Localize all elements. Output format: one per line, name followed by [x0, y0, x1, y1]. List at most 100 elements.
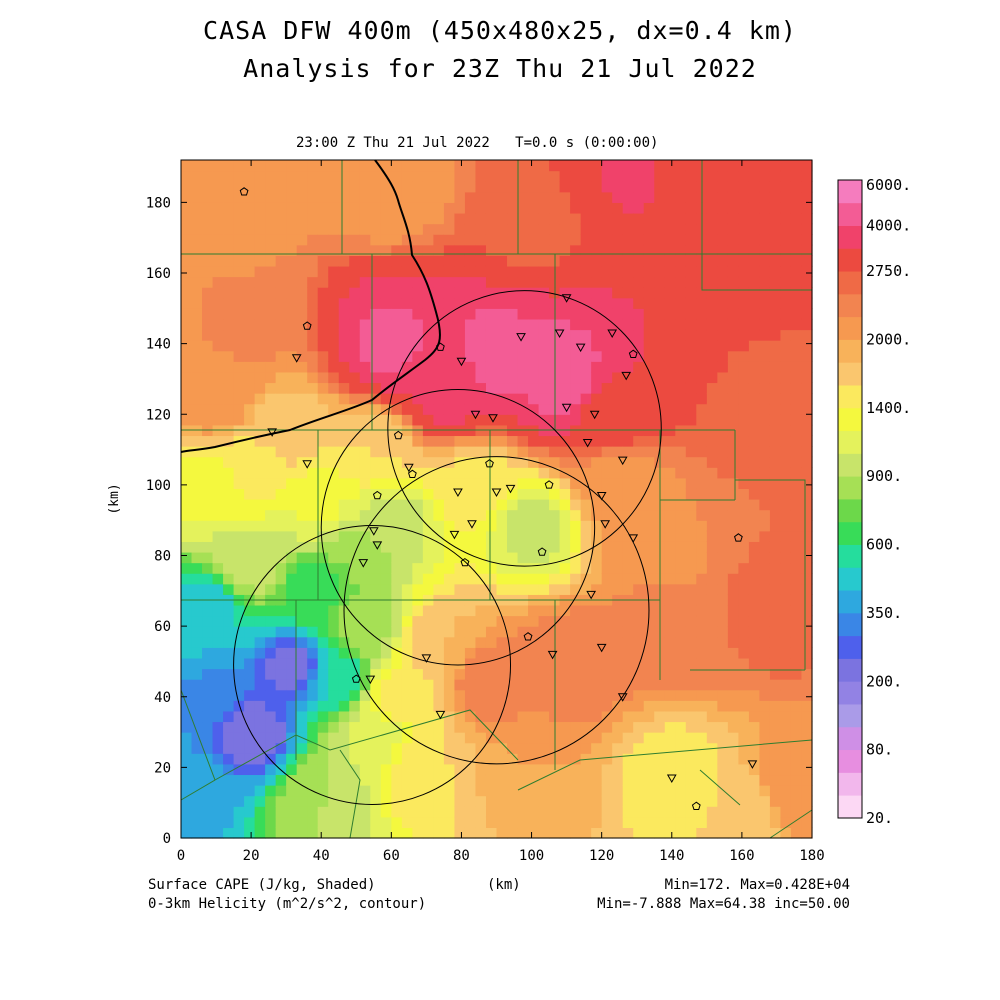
cape-cell: [706, 827, 718, 839]
cape-cell: [307, 191, 319, 203]
cape-cell: [738, 191, 750, 203]
cape-cell: [412, 276, 424, 288]
cape-cell: [759, 732, 771, 744]
cape-cell: [654, 806, 666, 818]
cape-cell: [654, 191, 666, 203]
cape-cell: [359, 509, 371, 521]
cape-cell: [202, 435, 214, 447]
cape-cell: [464, 700, 477, 712]
cape-cell: [549, 181, 561, 193]
cape-cell: [391, 403, 403, 415]
cape-cell: [759, 276, 771, 288]
cape-cell: [622, 318, 634, 331]
colorbar-swatch: [838, 430, 862, 454]
y-tick-label: 120: [146, 407, 171, 423]
cape-cell: [380, 604, 392, 617]
cape-cell: [759, 403, 771, 415]
station-triangle: [554, 329, 565, 339]
cape-cell: [286, 520, 298, 532]
cape-cell: [685, 636, 697, 648]
cape-cell: [370, 371, 382, 384]
cape-cell: [233, 520, 245, 532]
station-pentagon: [537, 547, 547, 556]
x-tick-label: 60: [383, 848, 400, 864]
cape-cell: [233, 276, 245, 288]
cape-cell: [717, 636, 729, 648]
cape-cell: [738, 371, 750, 384]
cape-cell: [538, 689, 550, 701]
cape-cell: [454, 361, 466, 373]
cape-cell: [370, 742, 382, 754]
cape-cell: [328, 604, 340, 617]
cape-cell: [643, 679, 655, 691]
cape-cell: [801, 212, 813, 225]
cape-cell: [559, 488, 571, 500]
cape-cell: [759, 297, 771, 309]
cape-cell: [244, 276, 256, 288]
cape-cell: [443, 276, 456, 288]
cape-cell: [622, 827, 634, 839]
cape-cell: [622, 287, 634, 299]
cape-cell: [223, 170, 235, 182]
cape-cell: [254, 732, 266, 744]
cape-cell: [485, 181, 498, 193]
cape-cell: [181, 340, 193, 352]
cape-cell: [191, 615, 203, 627]
cape-cell: [475, 446, 487, 458]
cape-cell: [738, 647, 750, 659]
cape-cell: [202, 244, 214, 256]
cape-cell: [433, 499, 445, 511]
cape-cell: [769, 626, 782, 638]
cape-cell: [191, 382, 203, 394]
cape-cell: [570, 689, 582, 701]
cape-cell: [286, 530, 298, 542]
cape-cell: [801, 382, 813, 394]
cape-cell: [349, 615, 361, 627]
cape-cell: [612, 329, 624, 341]
station-triangle: [596, 491, 607, 501]
cape-cell: [685, 647, 697, 659]
cape-cell: [244, 795, 256, 807]
cape-cell: [223, 382, 235, 394]
cape-cell: [780, 393, 792, 405]
colorbar-tick-label: 4000.: [866, 217, 911, 235]
cape-cell: [464, 827, 477, 839]
cape-cell: [317, 477, 329, 490]
cape-cell: [422, 244, 434, 256]
cape-cell: [265, 700, 277, 712]
cape-cell: [454, 647, 466, 659]
cape-cell: [538, 615, 550, 627]
cape-cell: [433, 647, 445, 659]
cape-cell: [696, 382, 708, 394]
cape-cell: [223, 414, 235, 426]
cape-cell: [769, 308, 782, 320]
cape-cell: [591, 689, 603, 701]
cape-cell: [507, 636, 519, 648]
cape-cell: [654, 361, 666, 373]
cape-cell: [370, 467, 382, 479]
cape-cell: [685, 361, 697, 373]
colorbar-swatch: [838, 681, 862, 705]
cape-cell: [275, 329, 287, 341]
cape-cell: [181, 615, 193, 627]
cape-cell: [801, 679, 813, 691]
cape-cell: [706, 350, 718, 362]
cape-cell: [675, 509, 687, 521]
cape-cell: [359, 340, 371, 352]
cape-cell: [580, 297, 592, 309]
cape-cell: [538, 785, 550, 797]
cape-cell: [570, 763, 582, 776]
cape-cell: [664, 350, 676, 362]
cape-cell: [223, 467, 235, 479]
cape-cell: [675, 626, 687, 638]
cape-cell: [717, 191, 729, 203]
cape-cell: [254, 636, 266, 648]
cape-cell: [706, 265, 718, 278]
cape-cell: [212, 657, 224, 670]
cape-cell: [580, 509, 592, 521]
cape-cell: [254, 679, 266, 691]
cape-cell: [664, 202, 676, 214]
cape-cell: [296, 371, 308, 384]
colorbar-swatch: [838, 476, 862, 500]
cape-cell: [202, 382, 214, 394]
